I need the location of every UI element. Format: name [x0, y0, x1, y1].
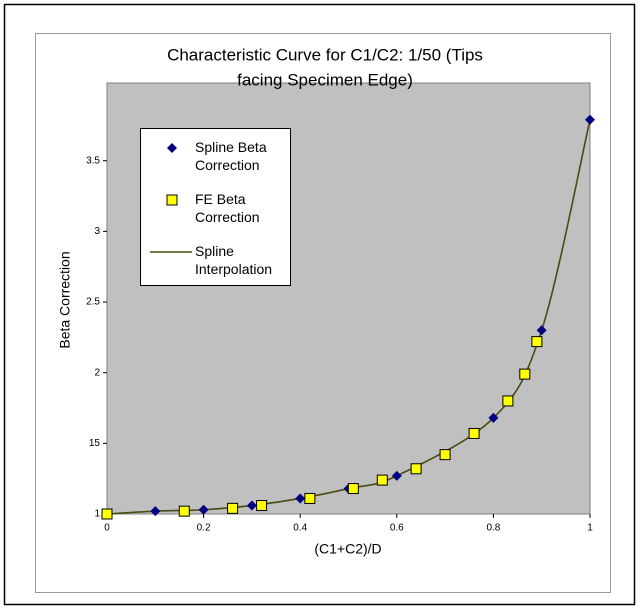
diamond-point	[295, 493, 306, 504]
diamond-point	[391, 470, 402, 481]
chart-title: Characteristic Curve for C1/C2: 1/50 (Ti…	[167, 45, 483, 64]
square-point	[531, 336, 543, 348]
square-point	[347, 483, 359, 495]
legend	[140, 128, 291, 286]
diamond-point	[585, 114, 595, 125]
diamond-point	[488, 412, 499, 423]
y-tick-label: 2	[94, 367, 100, 378]
x-tick-label: 0.4	[293, 523, 307, 534]
diamond-point	[198, 504, 209, 515]
x-tick-label: 0	[104, 523, 110, 534]
legend-label: FE Beta Correction	[195, 191, 260, 225]
diamond-point	[536, 325, 547, 336]
x-tick-label: 1	[587, 523, 593, 534]
square-point	[101, 508, 113, 520]
legend-symbol	[167, 143, 177, 153]
x-tick-label: 0.6	[390, 523, 404, 534]
x-tick-label: 0.2	[197, 523, 211, 534]
diamond-point	[150, 506, 161, 517]
square-point	[304, 492, 316, 504]
chart-title: facing Specimen Edge)	[237, 70, 413, 89]
square-point	[502, 395, 514, 407]
y-tick-label: 15	[89, 438, 101, 449]
y-tick-label: 3.5	[86, 155, 100, 166]
y-tick-label: 3	[94, 226, 100, 237]
square-point	[376, 474, 388, 486]
legend-label: Spline Beta Correction	[195, 139, 267, 173]
square-point	[227, 502, 239, 514]
x-tick-label: 0.8	[486, 523, 500, 534]
square-point	[468, 427, 480, 439]
square-point	[256, 500, 268, 512]
square-point	[519, 368, 531, 380]
y-tick-label: 1	[94, 509, 100, 520]
square-point	[410, 463, 422, 475]
legend-symbol	[166, 194, 178, 206]
x-axis-label: (C1+C2)/D	[314, 541, 381, 557]
legend-label: Spline Interpolation	[195, 243, 272, 277]
square-point	[178, 505, 190, 517]
square-point	[439, 449, 451, 461]
y-tick-label: 2.5	[86, 297, 100, 308]
diamond-point	[246, 500, 257, 511]
y-axis-label: Beta Correction	[57, 251, 73, 348]
